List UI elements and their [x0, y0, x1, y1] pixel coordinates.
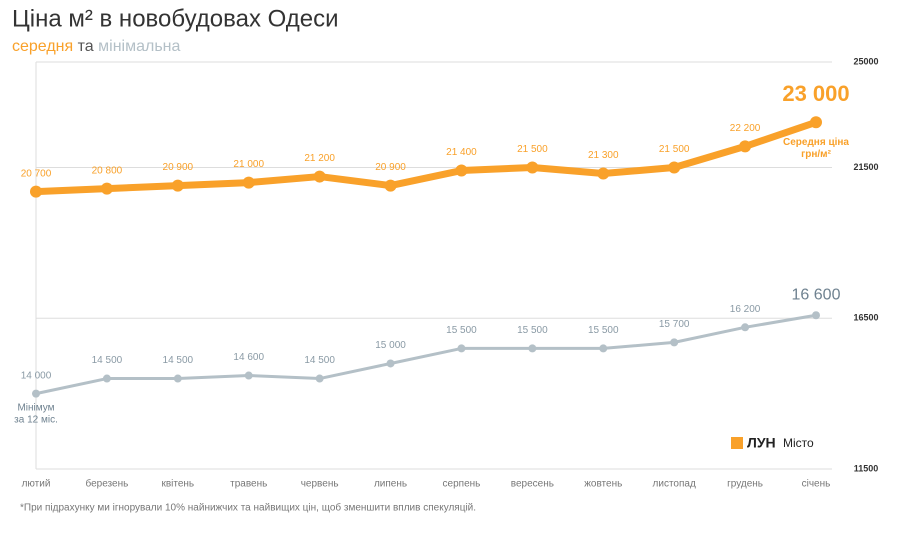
x-tick-label: листопад [653, 479, 696, 490]
y-tick-label: 16500 [853, 313, 878, 323]
x-tick-label: січень [802, 479, 831, 490]
subtitle-part: та [78, 38, 94, 55]
data-point [812, 311, 820, 320]
data-point [597, 167, 610, 180]
avg-note: Середня ціна [783, 137, 849, 148]
data-point [741, 323, 750, 332]
x-tick-label: грудень [727, 479, 763, 490]
data-point [315, 374, 324, 383]
data-point [668, 161, 681, 174]
value-label: 15 700 [659, 319, 690, 330]
data-point [599, 344, 608, 353]
value-label: 14 500 [304, 355, 335, 366]
x-tick-label: березень [85, 478, 128, 490]
value-label: 14 500 [92, 355, 123, 366]
data-point [173, 374, 182, 383]
data-point [244, 371, 253, 380]
value-label: 21 400 [446, 147, 477, 158]
x-tick-label: серпень [443, 479, 481, 490]
value-label: 16 600 [792, 286, 841, 303]
value-label: 14 000 [21, 370, 52, 381]
data-point [32, 389, 40, 398]
min-note: Мінімум [17, 402, 54, 413]
y-tick-label: 11500 [854, 463, 879, 473]
x-tick-label: лютий [22, 479, 51, 490]
x-tick-label: липень [374, 479, 407, 490]
value-label: 20 900 [375, 162, 406, 173]
value-label: 21 000 [233, 159, 264, 170]
data-point [670, 338, 679, 347]
value-label: 15 000 [375, 340, 406, 351]
value-label: 20 900 [163, 162, 194, 173]
value-label: 23 000 [782, 81, 849, 106]
data-point [810, 116, 822, 129]
data-point [528, 344, 537, 353]
data-point [526, 161, 539, 174]
data-point [102, 374, 111, 383]
x-tick-label: червень [301, 479, 339, 490]
x-tick-label: травень [230, 479, 267, 490]
brand-sub: Місто [783, 436, 814, 450]
data-point [384, 179, 397, 192]
value-label: 20 700 [21, 168, 52, 179]
value-label: 21 500 [517, 144, 548, 155]
value-label: 16 200 [730, 304, 761, 315]
data-point [313, 170, 326, 183]
y-tick-label: 25000 [853, 56, 878, 66]
chart-subtitle: середня та мінімальна [12, 38, 180, 55]
data-point [386, 359, 395, 368]
value-label: 14 500 [163, 355, 194, 366]
value-label: 15 500 [588, 325, 619, 336]
footnote: *При підрахунку ми ігнорували 10% найниж… [20, 502, 476, 514]
data-point [739, 140, 752, 153]
data-point [455, 164, 468, 177]
value-label: 21 500 [659, 144, 690, 155]
data-point [457, 344, 466, 353]
value-label: 20 800 [92, 165, 123, 176]
value-label: 15 500 [517, 325, 548, 336]
avg-note: грн/м² [801, 149, 831, 160]
brand: ЛУН [747, 435, 776, 451]
x-tick-label: квітень [161, 479, 194, 490]
series-line [35, 313, 817, 396]
x-tick-label: жовтень [584, 479, 622, 490]
subtitle-part: мінімальна [98, 38, 180, 55]
value-label: 22 200 [730, 123, 761, 134]
value-label: 21 200 [304, 153, 335, 164]
y-tick-label: 21500 [853, 162, 878, 172]
value-label: 15 500 [446, 325, 477, 336]
brand-logo [731, 437, 743, 449]
data-point [30, 185, 42, 198]
value-label: 14 600 [233, 352, 264, 363]
x-tick-label: вересень [511, 479, 554, 490]
data-point [171, 179, 184, 192]
chart-title: Ціна м² в новобудовах Одеси [12, 5, 339, 32]
data-point [100, 182, 113, 195]
min-note: за 12 міс. [14, 414, 58, 425]
subtitle-part: середня [12, 38, 73, 55]
value-label: 21 300 [588, 150, 619, 161]
series-line [35, 118, 818, 196]
data-point [242, 176, 255, 189]
